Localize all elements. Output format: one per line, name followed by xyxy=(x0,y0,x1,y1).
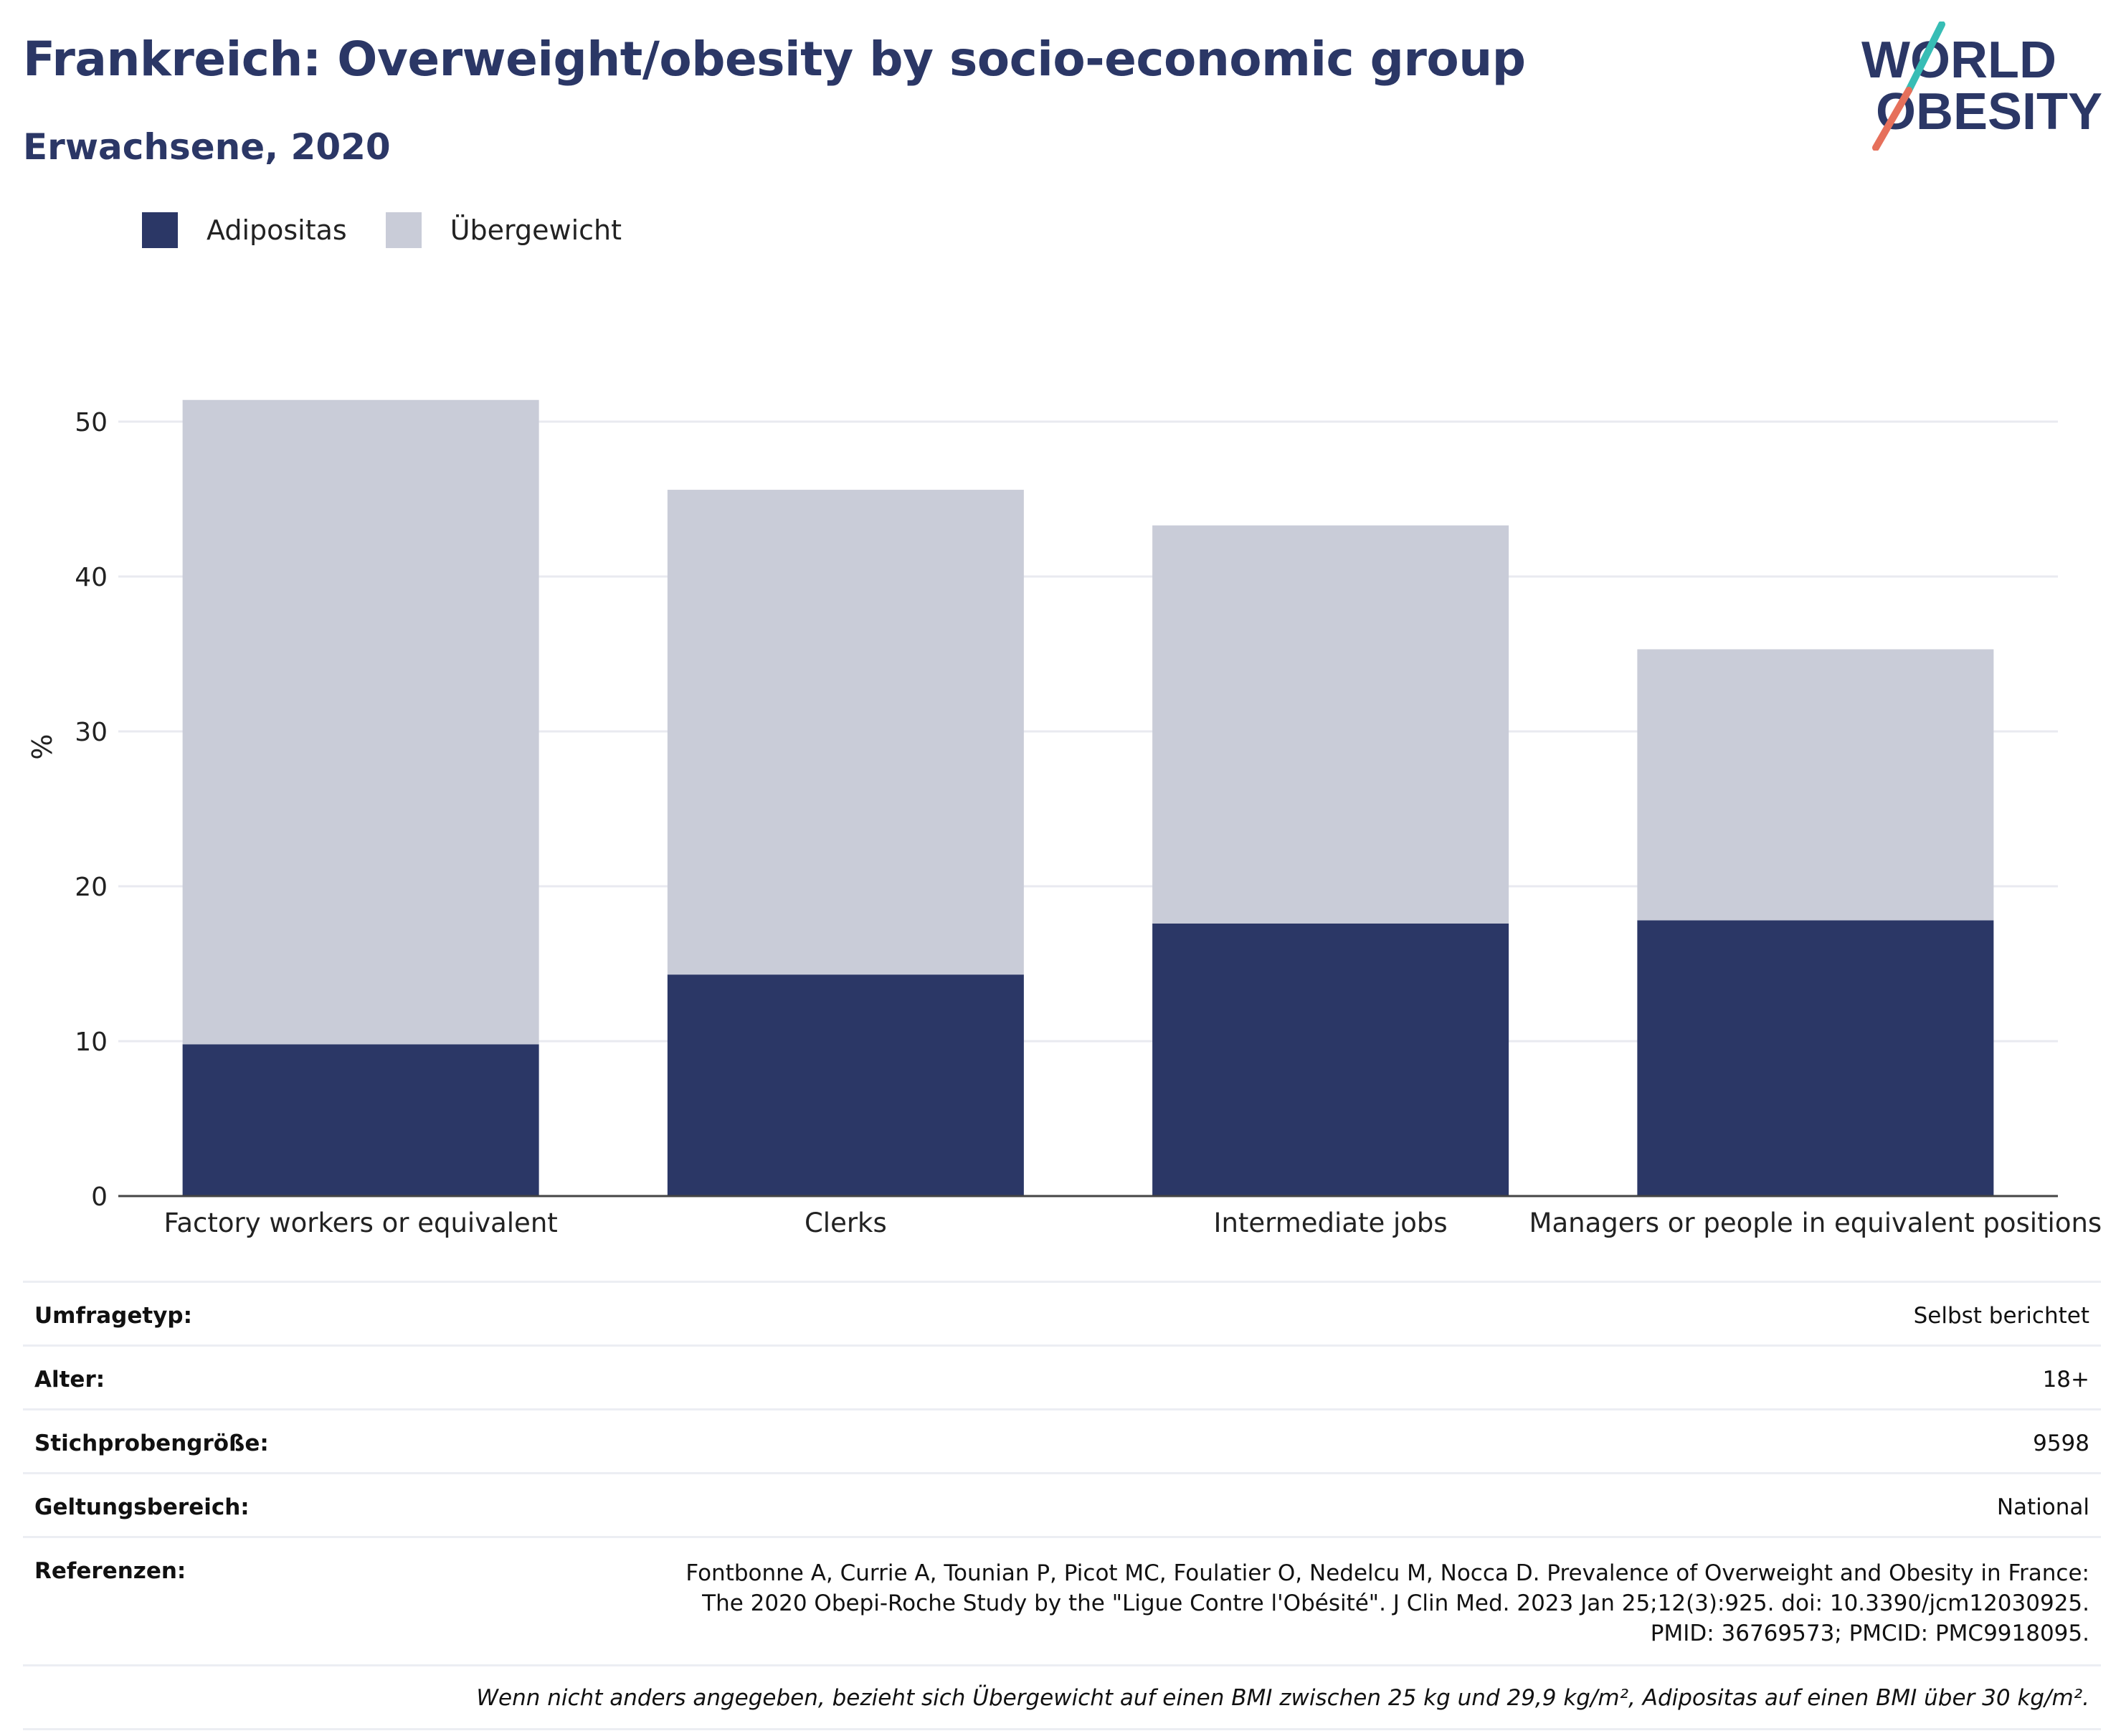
info-row-sample-size: Stichprobengröße: 9598 xyxy=(23,1408,2101,1472)
y-tick-label-20: 20 xyxy=(75,873,108,902)
logo-text-world: WORLD xyxy=(1861,32,2056,89)
y-axis-label: % xyxy=(27,734,58,760)
stacked-bar-chart: 0 10 20 30 40 50% Factory workers or equivalen… xyxy=(27,399,2102,1238)
world-obesity-logo: WORLD OBESITY xyxy=(1861,22,2102,151)
x-tick-label-1: Clerks xyxy=(805,1208,887,1238)
info-value: National xyxy=(1996,1494,2089,1520)
bar-uebergewicht-1 xyxy=(667,490,1024,975)
logo-accent-teal xyxy=(1905,22,1945,94)
references-text: Fontbonne A, Currie A, Tounian P, Picot … xyxy=(685,1560,2089,1646)
bar-adipositas-0 xyxy=(182,1044,539,1196)
info-row-scope: Geltungsbereich: National xyxy=(23,1472,2101,1536)
logo-accent-coral xyxy=(1872,87,1912,151)
page-subtitle: Erwachsene, 2020 xyxy=(23,126,391,168)
y-tick-label-30: 30 xyxy=(75,718,108,747)
bmi-footnote: Wenn nicht anders angegeben, bezieht sic… xyxy=(23,1664,2101,1730)
info-value: 9598 xyxy=(2033,1431,2089,1456)
legend-label-adipositas: Adipositas xyxy=(207,214,347,246)
info-value: Selbst berichtet xyxy=(1913,1303,2089,1329)
survey-info-table: Umfragetyp: Selbst berichtet Alter: 18+ … xyxy=(23,1281,2101,1730)
legend-label-uebergewicht: Übergewicht xyxy=(450,214,622,246)
legend-swatch-adipositas xyxy=(142,212,178,248)
x-tick-label-0: Factory workers or equivalent xyxy=(163,1208,557,1238)
info-label: Referenzen: xyxy=(34,1558,186,1584)
legend-swatch-uebergewicht xyxy=(385,212,422,248)
logo-text-obesity: OBESITY xyxy=(1876,83,2102,141)
info-row-references: Referenzen: Fontbonne A, Currie A, Touni… xyxy=(23,1536,2101,1664)
x-tick-label-2: Intermediate jobs xyxy=(1214,1208,1448,1238)
y-tick-label-0: 0 xyxy=(91,1182,108,1212)
info-label: Geltungsbereich: xyxy=(34,1494,250,1520)
info-row-survey-type: Umfragetyp: Selbst berichtet xyxy=(23,1281,2101,1344)
bar-uebergewicht-2 xyxy=(1152,525,1509,924)
y-tick-label-10: 10 xyxy=(75,1028,108,1057)
info-row-age: Alter: 18+ xyxy=(23,1344,2101,1408)
page-title: Frankreich: Overweight/obesity by socio-… xyxy=(23,32,1526,87)
bar-adipositas-1 xyxy=(667,974,1024,1196)
chart-legend: Adipositas Übergewicht xyxy=(142,212,660,248)
y-tick-label-40: 40 xyxy=(75,563,108,592)
legend-item-adipositas[interactable]: Adipositas xyxy=(142,212,347,248)
info-label: Stichprobengröße: xyxy=(34,1431,269,1456)
info-label: Alter: xyxy=(34,1367,105,1393)
bar-adipositas-3 xyxy=(1637,920,1994,1196)
x-tick-label-3: Managers or people in equivalent positio… xyxy=(1529,1208,2102,1238)
legend-item-uebergewicht[interactable]: Übergewicht xyxy=(385,212,622,248)
bar-uebergewicht-3 xyxy=(1637,649,1994,921)
bar-uebergewicht-0 xyxy=(182,399,539,1045)
y-tick-label-50: 50 xyxy=(75,408,108,437)
info-label: Umfragetyp: xyxy=(34,1303,192,1329)
info-value: 18+ xyxy=(2042,1367,2089,1393)
bar-adipositas-2 xyxy=(1152,923,1509,1196)
